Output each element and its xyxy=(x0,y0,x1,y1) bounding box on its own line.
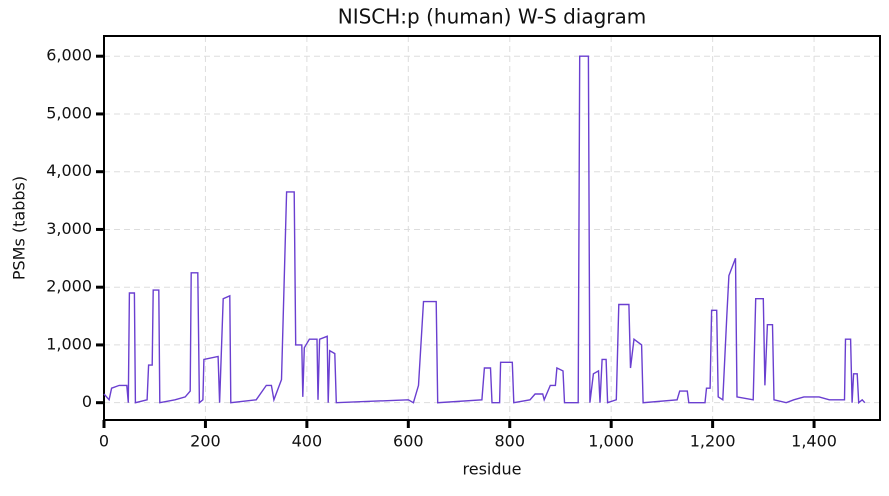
y-tick-label: 1,000 xyxy=(46,334,92,353)
data-line xyxy=(103,55,866,405)
x-tick-label: 1,000 xyxy=(588,432,634,451)
x-tick-label: 1,400 xyxy=(791,432,837,451)
y-axis-label: PSMs (tabbs) xyxy=(10,176,29,280)
y-tick-label: 2,000 xyxy=(46,277,92,296)
x-tick-label: 400 xyxy=(292,432,323,451)
y-tick-label: 4,000 xyxy=(46,161,92,180)
plot-frame xyxy=(103,35,881,421)
x-tick-label: 600 xyxy=(393,432,424,451)
x-tick-label: 0 xyxy=(99,432,109,451)
y-tick-label: 0 xyxy=(82,392,92,411)
x-tick-label: 1,200 xyxy=(690,432,736,451)
x-tick-label: 200 xyxy=(190,432,221,451)
y-tick-label: 3,000 xyxy=(46,219,92,238)
y-tick-label: 5,000 xyxy=(46,103,92,122)
x-tick-label: 800 xyxy=(494,432,525,451)
chart-title: NISCH:p (human) W-S diagram xyxy=(338,5,646,29)
y-tick-label: 6,000 xyxy=(46,46,92,65)
x-axis-label: residue xyxy=(463,460,522,479)
